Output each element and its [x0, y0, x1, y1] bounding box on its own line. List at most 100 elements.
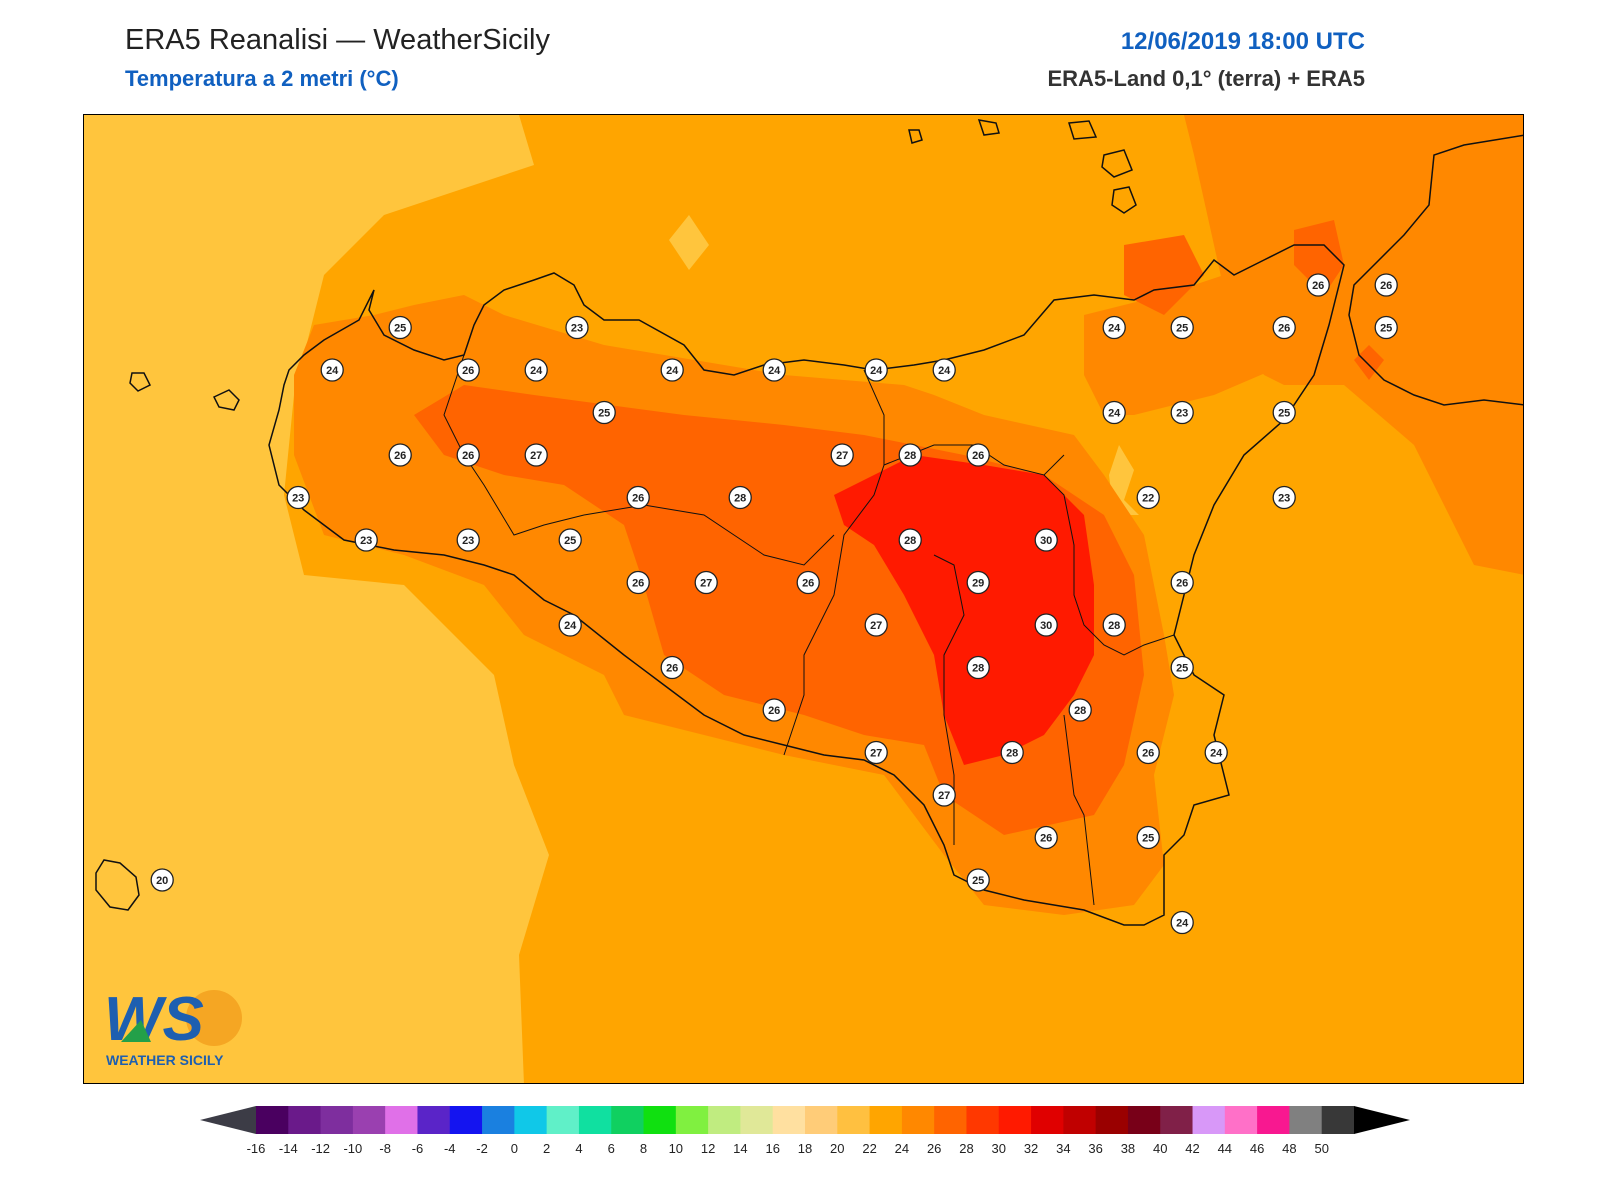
station-marker: 25 [1170, 655, 1194, 680]
station-marker: 27 [694, 570, 718, 595]
station-marker: 28 [1000, 740, 1024, 765]
station-marker: 24 [1204, 740, 1228, 765]
station-value: 24 [666, 365, 679, 377]
border-palermo-caltanissetta [783, 369, 885, 756]
station-dot [1170, 315, 1194, 340]
colorbar-swatch [1160, 1106, 1194, 1134]
station-value: 24 [326, 365, 339, 377]
station-dot [1102, 400, 1126, 425]
station-value: 23 [462, 535, 474, 547]
band-30 [834, 455, 1094, 765]
station-dot [558, 613, 582, 637]
station-markers: 25 23 24 26 24 24 24 24 24 24 25 26 25 26 26 25 24 23 25 26… [150, 273, 1398, 935]
vulcano-coast [1111, 186, 1137, 214]
station-dot [864, 358, 888, 382]
leaf-icon [121, 1020, 151, 1042]
temperature-colorbar: -16 -14 -12 -10 -8 -6 -4 -2 0 2 4 6 8 10 12 14 16 18 20 22 2… [200, 1106, 1410, 1156]
station-marker: 26 [762, 698, 786, 722]
map-title: ERA5 Reanalisi — WeatherSicily [125, 24, 550, 56]
station-dot [592, 400, 616, 425]
colorbar-swatch [256, 1106, 289, 1134]
station-value: 25 [564, 535, 576, 547]
border-catania-ragusa [1043, 474, 1175, 656]
colorbar-swatch [901, 1106, 935, 1134]
colorbar-tick-labels: -16 -14 -12 -10 -8 -6 -4 -2 0 2 4 6 8 10 12 14 16 18 20 22 2… [247, 1141, 1329, 1156]
station-marker: 24 [932, 358, 956, 382]
station-marker: 26 [660, 655, 684, 680]
station-value: 24 [768, 365, 781, 377]
colorbar-swatch [1192, 1106, 1226, 1134]
colorbar-tick: -6 [412, 1141, 424, 1156]
colorbar-swatch [288, 1106, 322, 1134]
alicudi-coast [977, 119, 1000, 136]
station-marker: 24 [1170, 910, 1194, 935]
colorbar-swatch [805, 1106, 838, 1134]
station-value: 24 [1108, 323, 1121, 335]
station-value: 24 [564, 620, 577, 632]
colorbar-tick: 14 [733, 1141, 747, 1156]
station-marker: 24 [524, 358, 548, 382]
station-marker: 25 [558, 528, 582, 552]
colorbar-swatch [352, 1106, 386, 1134]
station-dot [626, 485, 650, 510]
colorbar-swatch [320, 1106, 354, 1134]
station-value: 27 [938, 790, 950, 802]
station-dot [1272, 315, 1296, 340]
station-dot [1374, 273, 1398, 297]
border-enna-catania [933, 554, 965, 845]
station-marker: 25 [966, 868, 990, 892]
station-marker: 27 [932, 783, 956, 807]
colorbar-tick: 10 [669, 1141, 683, 1156]
station-value: 27 [836, 450, 848, 462]
station-value: 26 [1176, 578, 1188, 590]
station-marker: 25 [1170, 315, 1194, 340]
temperature-map: 25 23 24 26 24 24 24 24 24 24 25 26 25 26 26 25 24 23 25 26… [83, 114, 1524, 1084]
station-dot [524, 358, 548, 382]
station-value: 20 [156, 875, 168, 887]
station-dot [1136, 740, 1160, 765]
station-value: 25 [394, 323, 406, 335]
station-value: 23 [1176, 408, 1188, 420]
station-value: 26 [768, 705, 780, 717]
station-dot [456, 528, 480, 552]
station-value: 22 [1142, 493, 1154, 505]
colorbar-swatch [1289, 1106, 1323, 1134]
colorbar-swatch [772, 1106, 806, 1134]
colorbar-swatch [708, 1106, 741, 1134]
station-value: 25 [972, 875, 984, 887]
station-marker: 23 [354, 528, 378, 552]
station-dot [286, 485, 310, 510]
colorbar-tick: -2 [476, 1141, 488, 1156]
station-marker: 27 [830, 443, 854, 467]
colorbar-tick: 24 [895, 1141, 909, 1156]
colorbar-tick: -16 [247, 1141, 266, 1156]
station-marker: 28 [966, 655, 990, 680]
station-dot [898, 528, 922, 552]
station-marker: 26 [966, 443, 990, 467]
station-dot [762, 358, 786, 382]
station-dot [660, 358, 684, 382]
station-marker: 26 [1170, 570, 1194, 595]
station-value: 23 [571, 323, 583, 335]
station-value: 26 [802, 578, 814, 590]
station-dot [1102, 315, 1126, 340]
station-value: 30 [1040, 535, 1052, 547]
map-subtitle: Temperatura a 2 metri (°C) [125, 66, 399, 91]
station-marker: 30 [1034, 528, 1058, 552]
station-value: 23 [1278, 493, 1290, 505]
colorbar-tick: -10 [343, 1141, 362, 1156]
station-dot [558, 528, 582, 552]
colorbar-tick: 46 [1250, 1141, 1264, 1156]
station-marker: 25 [592, 400, 616, 425]
station-value: 25 [1278, 408, 1290, 420]
station-dot [864, 740, 888, 765]
band-22-patch-north [669, 215, 709, 270]
colorbar-swatch [449, 1106, 483, 1134]
station-dot [966, 655, 990, 680]
station-dot [456, 443, 480, 467]
colorbar-swatch [514, 1106, 548, 1134]
colorbar-swatch [643, 1106, 677, 1134]
station-marker: 26 [456, 443, 480, 467]
station-value: 29 [972, 578, 984, 590]
station-value: 26 [632, 493, 644, 505]
